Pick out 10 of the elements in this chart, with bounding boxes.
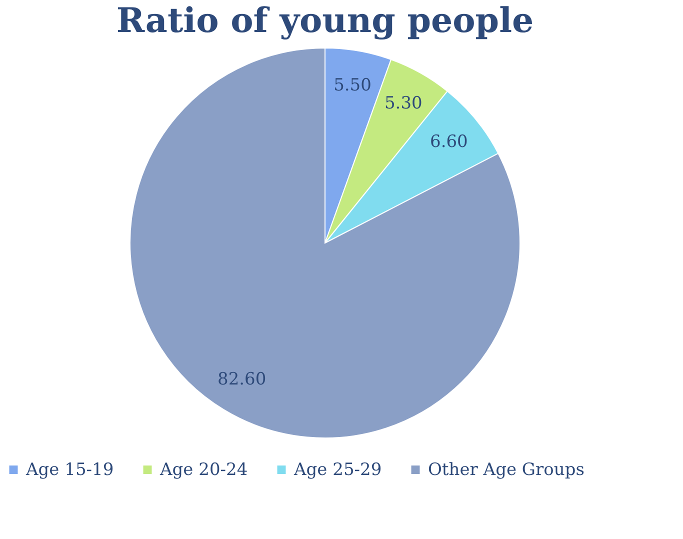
legend-label: Age 20-24	[159, 460, 248, 480]
data-label: 5.50	[334, 75, 372, 96]
legend-label: Age 15-19	[25, 460, 114, 480]
data-label: 82.60	[217, 370, 266, 390]
legend-label: Other Age Groups	[428, 460, 584, 480]
pie-slice	[130, 48, 520, 438]
chart-title: Ratio of young people	[116, 1, 534, 41]
data-label: 5.30	[384, 94, 422, 114]
legend-label: Age 25-29	[293, 460, 382, 480]
data-label: 6.60	[430, 132, 468, 152]
